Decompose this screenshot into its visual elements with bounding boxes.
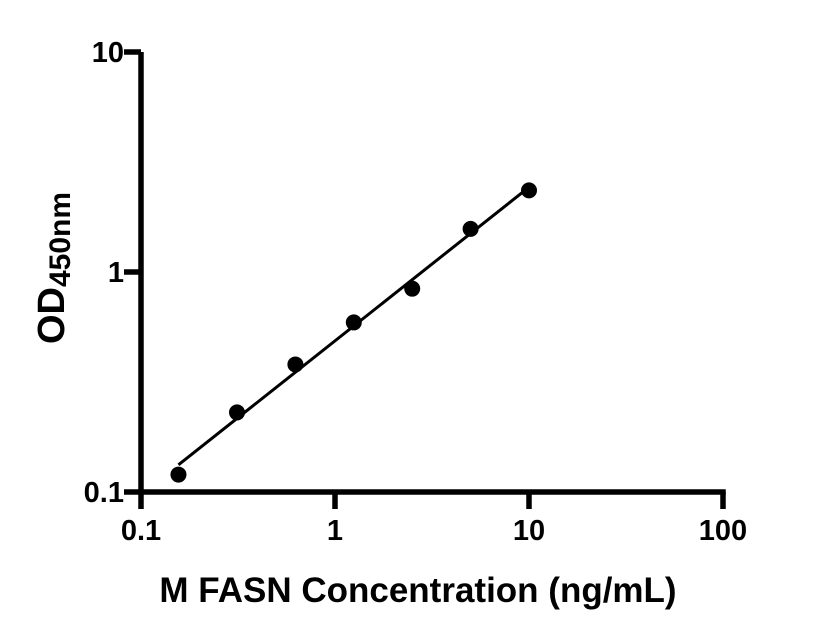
y-axis-title: OD450nm bbox=[31, 192, 77, 344]
x-tick-label: 1 bbox=[327, 515, 343, 547]
y-axis-title-main: OD bbox=[31, 287, 73, 344]
y-tick-label: 0.1 bbox=[84, 477, 124, 509]
data-point bbox=[170, 466, 187, 483]
y-tick-label: 1 bbox=[108, 257, 124, 289]
data-point bbox=[404, 280, 421, 297]
x-tick-label: 100 bbox=[699, 515, 747, 547]
data-point bbox=[229, 404, 246, 421]
x-tick-label: 10 bbox=[513, 515, 545, 547]
y-tick-label: 10 bbox=[92, 37, 124, 69]
y-axis-title-sub: 450nm bbox=[44, 192, 77, 287]
x-axis-title: M FASN Concentration (ng/mL) bbox=[159, 571, 676, 610]
x-tick-label: 0.1 bbox=[121, 515, 161, 547]
data-point bbox=[287, 356, 304, 373]
data-point bbox=[521, 182, 537, 199]
data-point bbox=[462, 220, 479, 237]
data-point bbox=[345, 314, 362, 331]
